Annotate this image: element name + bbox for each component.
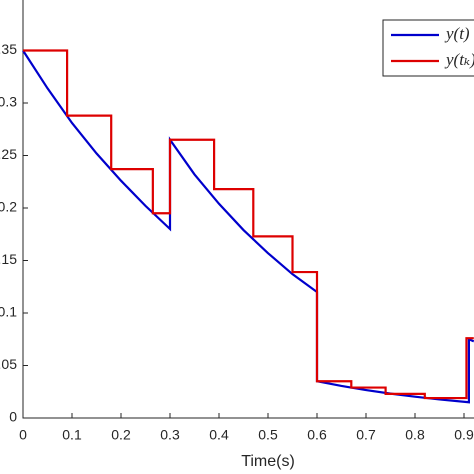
y-tick-label: 0.35 [0,41,17,57]
y-tick-label: 0.1 [0,304,17,320]
y-tick-label: 0.3 [0,94,17,110]
x-tick-label: 0.7 [356,427,376,443]
x-tick-label: 0.3 [160,427,180,443]
legend-label: y(t) [444,24,470,43]
x-tick-label: 0.6 [307,427,327,443]
legend-box [382,19,474,77]
x-tick-label: 0 [19,427,27,443]
line-series [23,49,474,400]
y-tick-label: 0.05 [0,356,17,372]
x-tick-label: 0.1 [62,427,82,443]
y-tick-label: 0.25 [0,146,17,162]
line-series [22,49,474,404]
legend-label: y(tₖ) [444,50,474,69]
x-axis-label: Time(s) [241,453,295,470]
x-tick-label: 0.8 [405,427,425,443]
plot-frame [22,0,474,419]
y-tick-label: 0 [9,409,17,425]
y-tick-label: 0.2 [0,199,17,215]
x-tick-label: 0.5 [258,427,278,443]
x-tick-label: 0.2 [111,427,131,443]
x-tick-label: 0.9 [454,427,474,443]
x-tick-label: 0.4 [209,427,229,443]
y-tick-label: 0.15 [0,251,17,267]
